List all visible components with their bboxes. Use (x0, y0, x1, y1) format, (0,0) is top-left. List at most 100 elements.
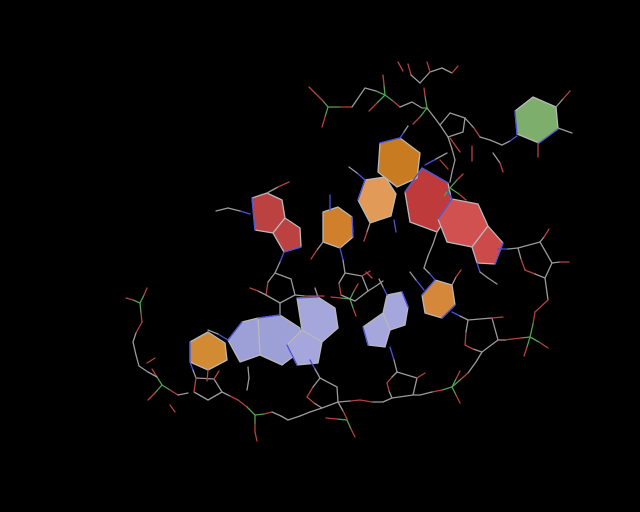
bond-c (340, 294, 356, 302)
bond-c (221, 391, 231, 397)
bond-c (388, 390, 393, 399)
bond-o (392, 100, 401, 108)
bond-c (544, 277, 549, 301)
bond-c (492, 152, 501, 164)
bond-o (310, 249, 318, 260)
base-ring-lavender-a-pent (227, 317, 261, 363)
bond-p (526, 336, 531, 348)
bond-o (306, 396, 315, 404)
bond-c (321, 401, 339, 409)
bond-o (458, 193, 467, 201)
bond-n (399, 131, 405, 139)
bond-c (382, 397, 393, 403)
bond-c (192, 369, 197, 379)
bond-c (423, 255, 429, 269)
bond-n (357, 179, 366, 201)
bond-o (342, 410, 348, 420)
bond-o (338, 282, 342, 296)
bond-o (365, 271, 373, 279)
bond-c (361, 275, 369, 292)
bond-c (439, 124, 449, 138)
bond-o (147, 392, 156, 401)
bond-o (353, 283, 359, 292)
bond-c (517, 241, 541, 249)
bond-o (520, 258, 526, 271)
bond-o (456, 173, 464, 181)
bond-o (361, 270, 371, 277)
bond-p (443, 187, 451, 197)
bond-c (177, 392, 189, 396)
bond-n (239, 210, 251, 215)
bond-o (206, 369, 209, 382)
bond-n (251, 197, 256, 231)
bond-c (459, 315, 469, 321)
bond-c (314, 368, 321, 379)
bond-c (351, 87, 366, 108)
bond-p (376, 94, 386, 104)
bond-c (366, 222, 371, 233)
bond-c (451, 159, 456, 173)
bond-o (451, 65, 459, 74)
bond-c (215, 207, 229, 212)
bond-n (283, 246, 302, 253)
bond-n (421, 279, 436, 296)
bond-n (451, 311, 461, 317)
bond-o (325, 417, 338, 420)
bond-p (451, 378, 457, 388)
bond-c (479, 271, 489, 279)
bond-c (411, 101, 423, 109)
bond-o (265, 281, 269, 296)
bond-o (359, 399, 373, 403)
bond-n (509, 135, 518, 142)
bond-o (426, 61, 431, 73)
bond-n (257, 314, 281, 319)
bond-c (467, 317, 493, 321)
bond-n (437, 198, 453, 220)
bond-p (520, 336, 531, 339)
bond-o (193, 377, 197, 393)
bond-c (396, 371, 418, 379)
bond-o (169, 389, 179, 396)
bond-c (266, 186, 279, 194)
bond-c (290, 278, 296, 296)
bond-o (352, 307, 357, 317)
bond-c (132, 332, 137, 343)
bond-o (229, 395, 239, 401)
bond-o (321, 116, 326, 128)
bond-c (479, 136, 491, 141)
bond-p (449, 179, 458, 189)
bond-c (207, 329, 219, 335)
bond-n (476, 262, 481, 273)
bond-o (140, 312, 143, 323)
bond-p (139, 294, 145, 304)
bond-o (455, 269, 462, 278)
bond-n (279, 251, 285, 263)
bond-o (524, 269, 536, 275)
bond-p (451, 379, 461, 388)
bond-c (557, 127, 573, 134)
bond-o (330, 296, 342, 299)
bond-n (421, 167, 449, 184)
bond-c (489, 139, 503, 146)
bond-p (424, 95, 428, 109)
bond-o (397, 61, 404, 72)
bond-o (135, 321, 143, 334)
bond-p (383, 84, 386, 96)
bond-o (412, 116, 421, 125)
bond-o (459, 372, 469, 381)
bond-p (322, 100, 329, 108)
bond-c (451, 276, 457, 286)
bond-p (375, 90, 386, 96)
bond-n (494, 242, 504, 265)
bond-o (306, 386, 314, 398)
bond-p (449, 187, 460, 195)
bond-c (555, 98, 564, 108)
bond-o (523, 346, 528, 357)
bond-c (449, 171, 453, 183)
bond-o (423, 87, 426, 97)
bond-n (446, 189, 453, 200)
bond-c (451, 148, 456, 161)
bond-c (391, 394, 414, 399)
